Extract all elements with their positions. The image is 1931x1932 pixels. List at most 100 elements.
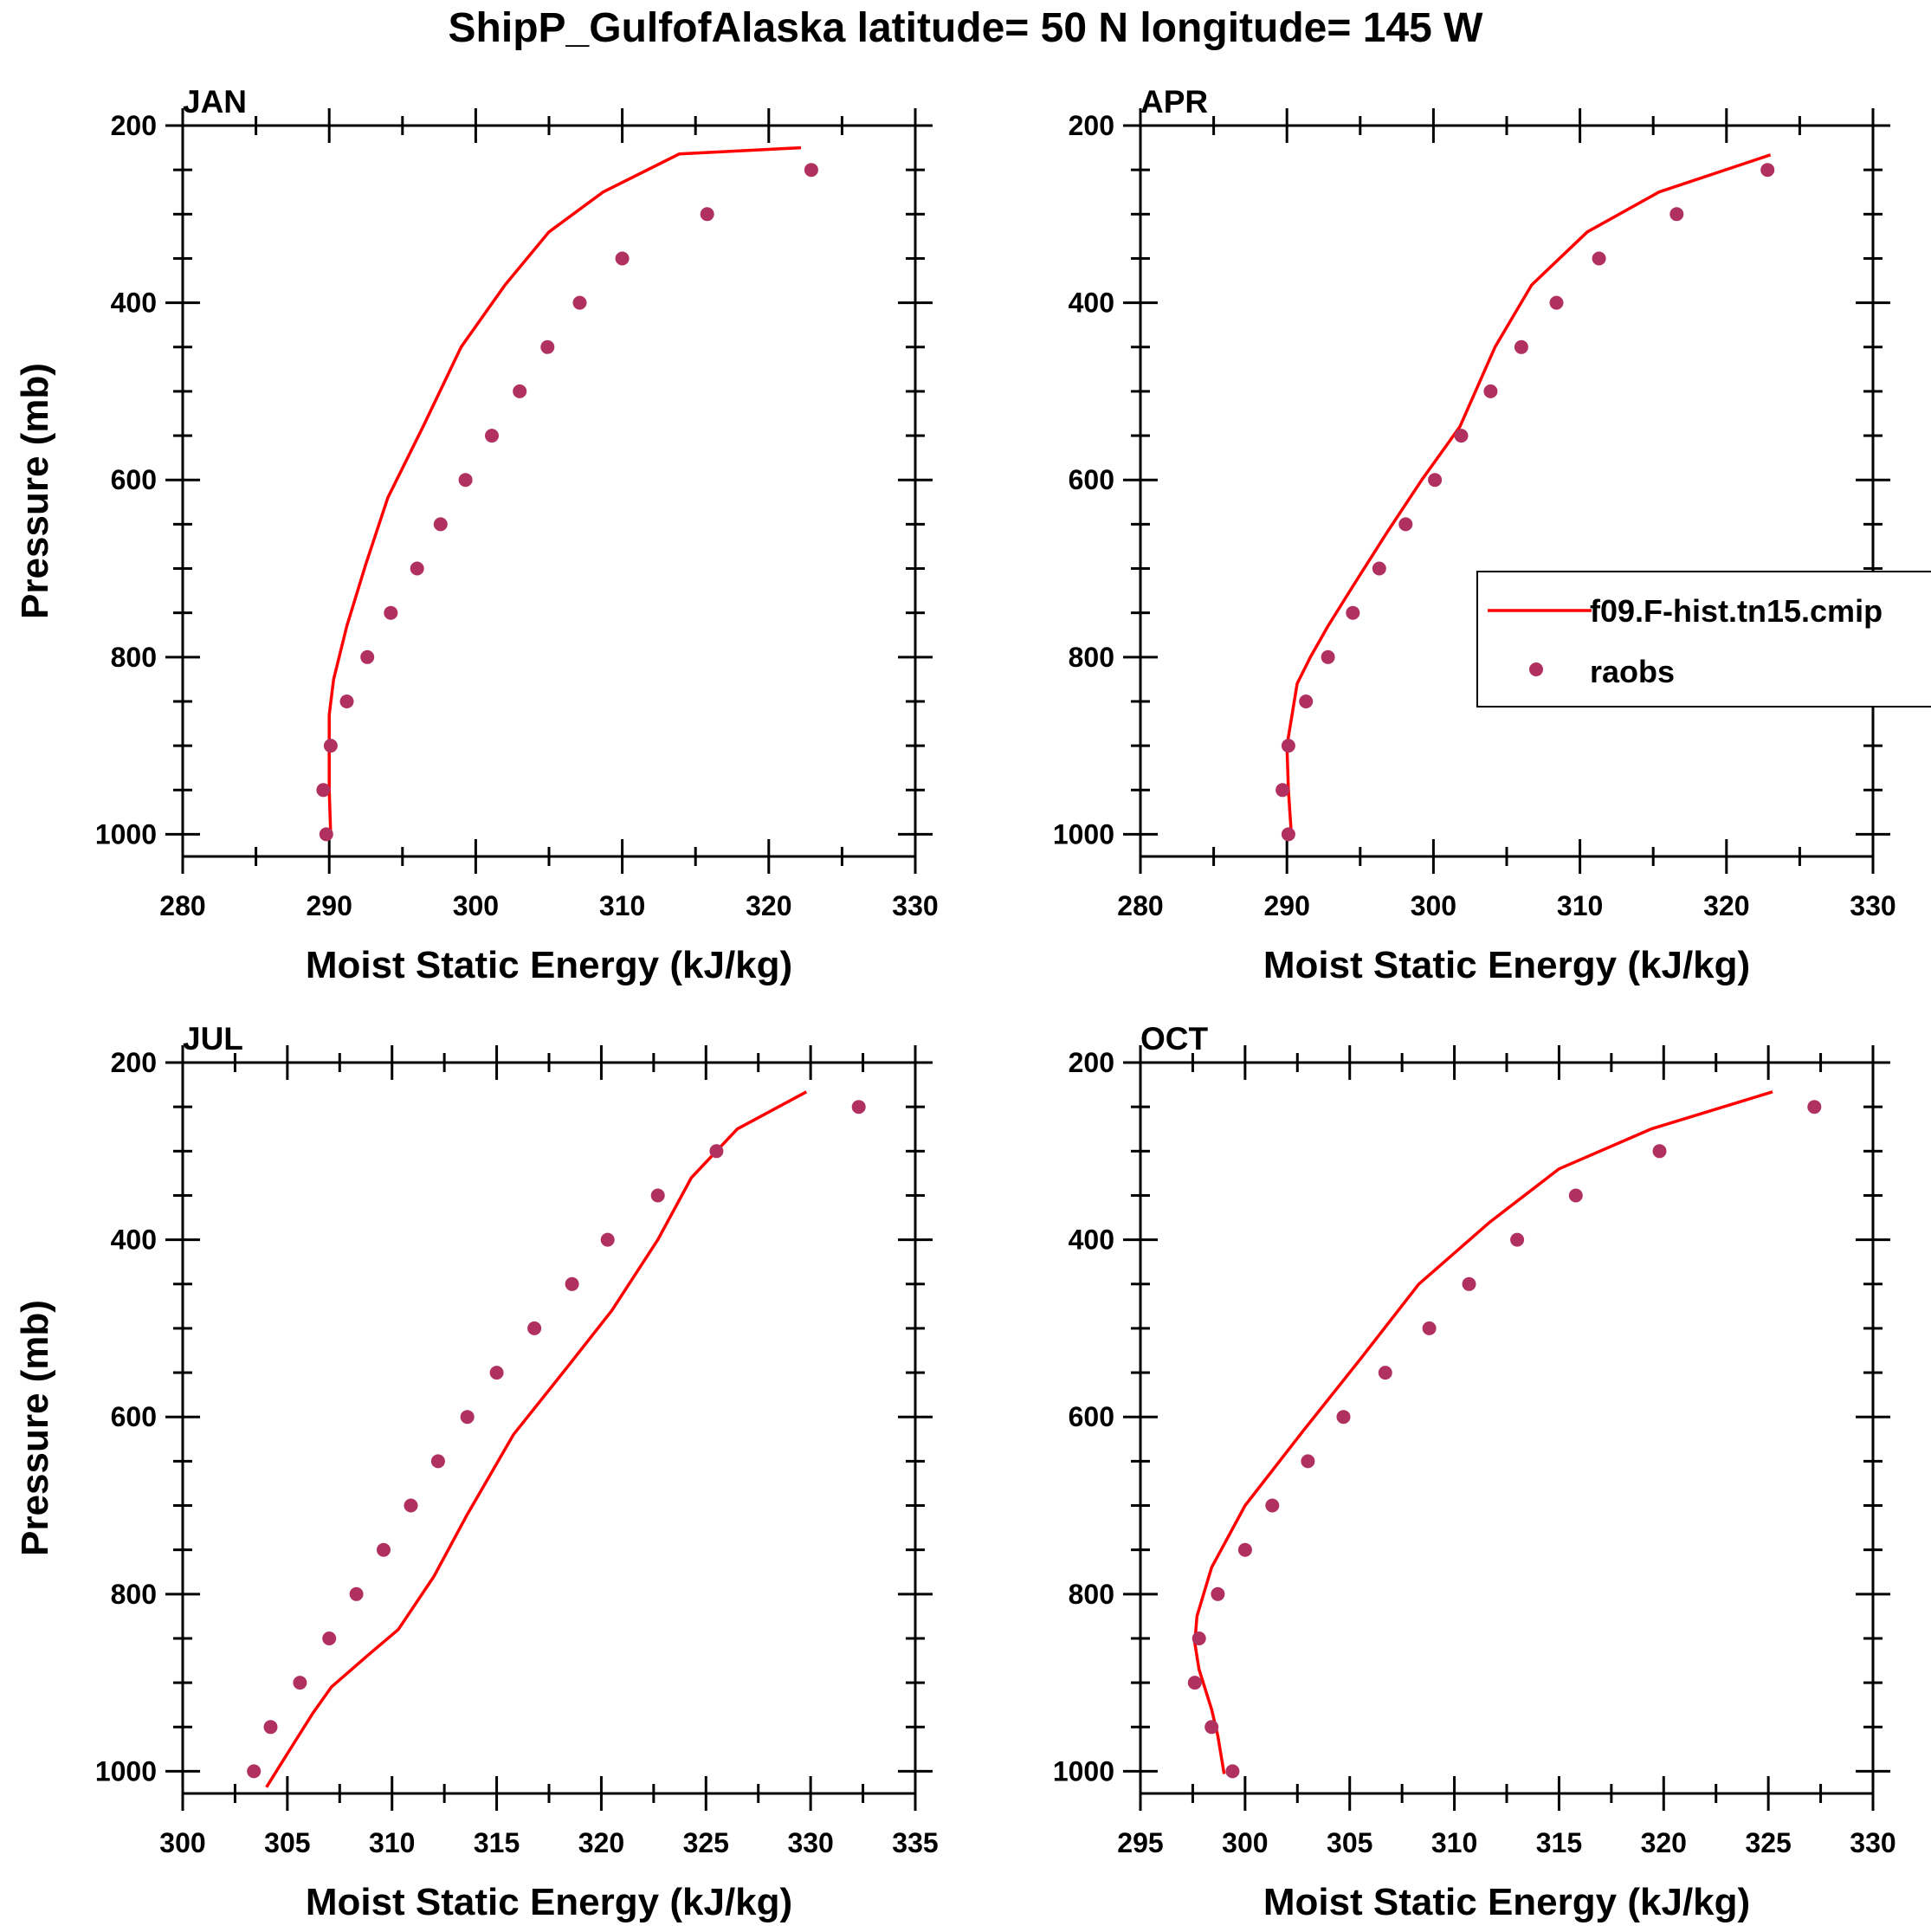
obs-data-point xyxy=(1211,1586,1225,1601)
obs-data-point xyxy=(1378,1366,1392,1380)
obs-data-point xyxy=(1669,207,1684,222)
obs-data-point xyxy=(1321,649,1335,664)
obs-data-point xyxy=(1275,783,1290,798)
obs-data-point xyxy=(513,384,527,398)
panel-jan xyxy=(165,108,933,874)
x-axis-label: Moist Static Energy (kJ/kg) xyxy=(306,1881,792,1923)
plot-frame xyxy=(181,124,917,858)
obs-data-point xyxy=(1336,1410,1351,1425)
x-tick-label: 315 xyxy=(474,1827,520,1858)
x-tick-label: 295 xyxy=(1117,1827,1163,1858)
figure-title: ShipP_GulfofAlaska latitude= 50 N longit… xyxy=(449,5,1484,51)
y-tick-label: 800 xyxy=(111,1579,157,1610)
x-tick-label: 330 xyxy=(1850,890,1895,921)
obs-data-point xyxy=(1265,1498,1280,1513)
x-tick-label: 335 xyxy=(892,1827,938,1858)
obs-data-point xyxy=(377,1542,391,1557)
x-tick-label: 310 xyxy=(1431,1827,1477,1858)
x-tick-label: 300 xyxy=(159,1827,205,1858)
x-axis-label: Moist Static Energy (kJ/kg) xyxy=(306,944,792,986)
x-tick-label: 330 xyxy=(1850,1827,1895,1858)
obs-data-point xyxy=(339,695,354,708)
y-tick-label: 1000 xyxy=(95,818,157,850)
obs-data-point xyxy=(1281,827,1295,842)
obs-data-point xyxy=(1568,1188,1583,1203)
obs-data-point xyxy=(650,1188,665,1203)
obs-data-point xyxy=(1510,1232,1525,1247)
panel-jul xyxy=(165,1045,933,1811)
x-tick-label: 325 xyxy=(683,1827,729,1858)
obs-data-point xyxy=(489,1366,504,1380)
model-series-line xyxy=(327,145,802,835)
obs-data-point xyxy=(1652,1144,1667,1159)
x-tick-label: 325 xyxy=(1745,1827,1791,1858)
y-tick-label: 800 xyxy=(111,642,157,673)
obs-data-point xyxy=(293,1676,307,1690)
obs-data-point xyxy=(709,1144,724,1159)
obs-data-point xyxy=(384,605,398,620)
obs-data-point xyxy=(485,429,499,443)
y-tick-label: 400 xyxy=(111,288,157,319)
plot-frame xyxy=(1139,124,1875,858)
panel-title: JUL xyxy=(183,1021,243,1056)
obs-data-point xyxy=(1398,517,1413,532)
obs-data-point xyxy=(316,783,331,798)
x-tick-label: 300 xyxy=(1411,890,1456,921)
x-tick-label: 280 xyxy=(1117,890,1163,921)
y-tick-label: 400 xyxy=(1069,1224,1114,1256)
legend-obs-label: raobs xyxy=(1590,654,1675,689)
obs-data-point xyxy=(1301,1454,1315,1469)
y-tick-label: 200 xyxy=(111,1047,157,1078)
y-tick-label: 600 xyxy=(111,464,157,495)
y-tick-label: 600 xyxy=(1069,464,1114,495)
obs-data-point xyxy=(615,251,630,266)
panel-oct xyxy=(1123,1045,1890,1811)
x-tick-label: 290 xyxy=(1264,890,1310,921)
obs-data-point xyxy=(1192,1632,1206,1645)
obs-data-point xyxy=(1204,1720,1219,1735)
obs-data-point xyxy=(1454,429,1469,443)
obs-data-point xyxy=(540,339,555,354)
x-axis-label: Moist Static Energy (kJ/kg) xyxy=(1263,1881,1750,1923)
model-series-line xyxy=(265,1090,808,1788)
y-tick-label: 400 xyxy=(1069,288,1114,319)
obs-data-point xyxy=(1592,251,1606,266)
obs-data-point xyxy=(1807,1100,1822,1115)
obs-data-point xyxy=(1549,295,1564,310)
y-tick-label: 800 xyxy=(1069,642,1114,673)
obs-data-point xyxy=(804,163,818,178)
obs-data-point xyxy=(319,827,333,842)
x-tick-label: 330 xyxy=(787,1827,833,1858)
legend xyxy=(1476,571,1931,708)
y-axis-label: Pressure (mb) xyxy=(14,363,56,619)
x-tick-label: 300 xyxy=(1222,1827,1268,1858)
y-tick-label: 1000 xyxy=(1053,1755,1114,1787)
obs-data-point xyxy=(1237,1542,1252,1557)
y-tick-label: 1000 xyxy=(1053,818,1114,850)
x-tick-label: 280 xyxy=(159,890,205,921)
obs-data-point xyxy=(1422,1321,1437,1335)
obs-data-point xyxy=(1372,561,1386,576)
obs-data-point xyxy=(263,1720,278,1735)
y-tick-label: 600 xyxy=(1069,1401,1114,1432)
panel-title: OCT xyxy=(1140,1021,1209,1056)
plot-frame xyxy=(181,1061,917,1795)
y-tick-label: 200 xyxy=(1069,1047,1114,1078)
obs-data-point xyxy=(247,1764,262,1779)
y-tick-label: 200 xyxy=(1069,110,1114,141)
obs-data-point xyxy=(323,739,338,753)
obs-data-point xyxy=(460,1410,475,1425)
model-series-line xyxy=(1193,1090,1773,1774)
panel-title: APR xyxy=(1140,84,1208,120)
x-tick-label: 305 xyxy=(264,1827,310,1858)
x-tick-label: 300 xyxy=(453,890,499,921)
x-tick-label: 315 xyxy=(1536,1827,1582,1858)
legend-obs-swatch xyxy=(1529,662,1543,676)
obs-data-point xyxy=(1760,163,1775,178)
obs-data-point xyxy=(1462,1276,1476,1291)
obs-data-point xyxy=(360,649,375,664)
legend-model-label: f09.F-hist.tn15.cmip xyxy=(1590,593,1883,629)
x-axis-label: Moist Static Energy (kJ/kg) xyxy=(1263,944,1750,986)
y-tick-label: 600 xyxy=(111,1401,157,1432)
